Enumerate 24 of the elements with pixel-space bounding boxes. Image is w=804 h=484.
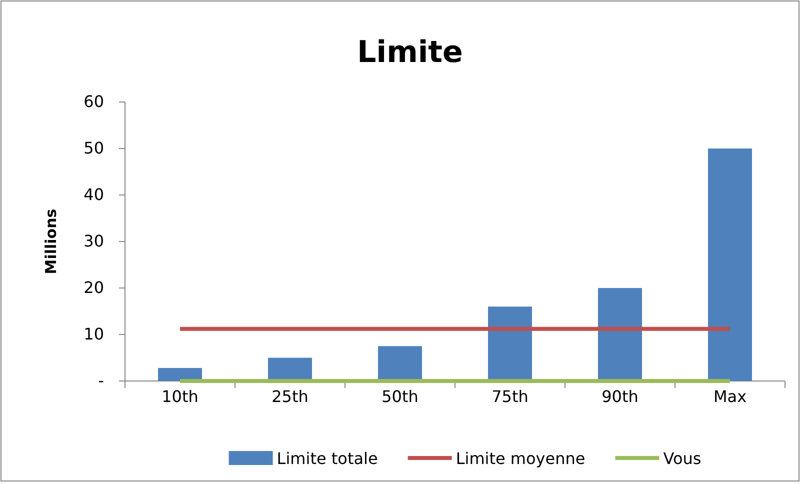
x-tick-label: Max <box>713 387 747 406</box>
x-tick-label: 75th <box>492 387 528 406</box>
bar <box>268 358 312 381</box>
y-tick-label: 60 <box>84 92 104 112</box>
x-tick-label: 10th <box>162 387 198 406</box>
x-tick-label: 50th <box>382 387 418 406</box>
y-tick-label: 40 <box>84 185 104 204</box>
legend-label: Vous <box>663 449 702 468</box>
legend-label: Limite totale <box>276 449 378 468</box>
y-tick-label: 20 <box>84 278 104 298</box>
y-axis-title: Millions <box>42 208 60 274</box>
chart-title: Limite <box>357 35 463 70</box>
y-tick-label: 50 <box>84 138 104 158</box>
bar <box>708 148 752 381</box>
y-tick-label: 10 <box>84 324 104 344</box>
y-tick-label: - <box>98 371 104 390</box>
x-tick-label: 90th <box>602 387 638 406</box>
bar <box>158 368 202 381</box>
x-tick-label: 25th <box>272 387 308 406</box>
bar <box>598 288 642 381</box>
legend-label: Limite moyenne <box>456 449 586 468</box>
y-tick-label: 30 <box>84 232 104 251</box>
bar <box>488 306 532 381</box>
bar <box>378 346 422 381</box>
